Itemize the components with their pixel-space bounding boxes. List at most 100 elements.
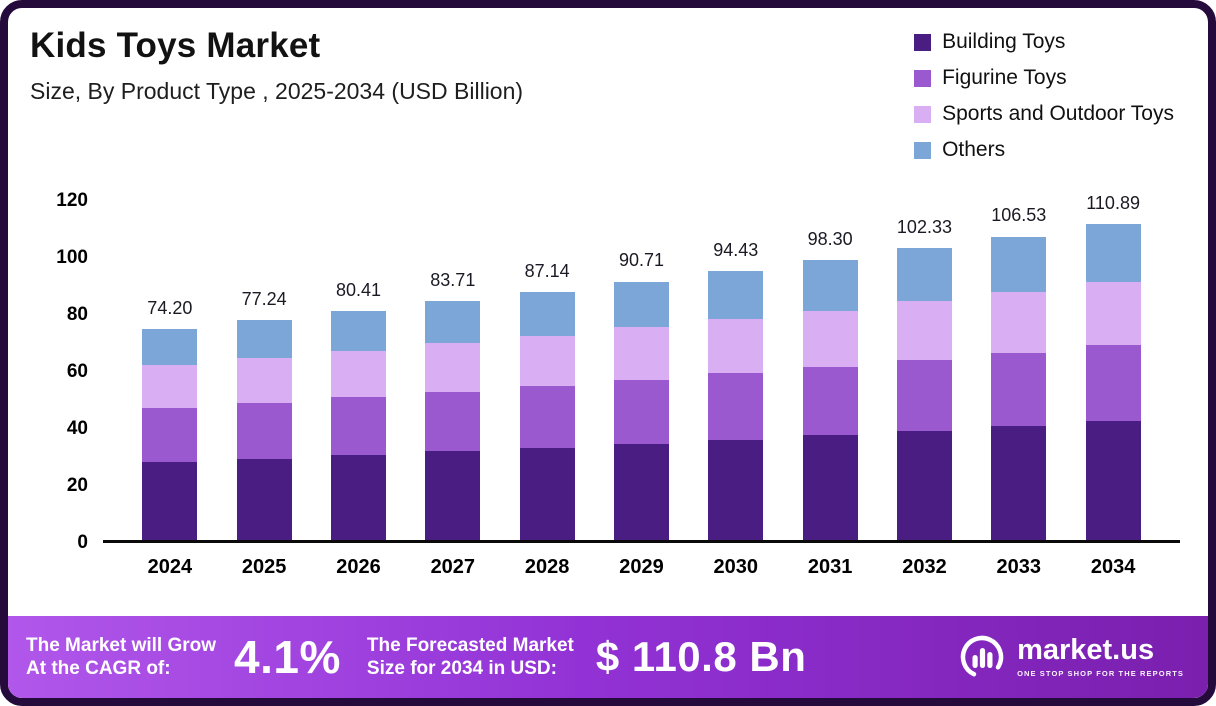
y-axis-tick-label: 60	[66, 361, 88, 382]
bar-segment	[519, 447, 575, 540]
bar-segment	[896, 301, 952, 360]
bar-segment	[142, 408, 198, 462]
market-us-logo: market.us ONE STOP SHOP FOR THE REPORTS	[957, 634, 1190, 680]
chart-header: Kids Toys Market Size, By Product Type ,…	[30, 26, 523, 105]
bar-column-2032: 102.33 2032	[896, 198, 952, 578]
y-axis-tick-label: 100	[56, 247, 88, 268]
bar-segment	[236, 402, 292, 459]
bar-total-label: 83.71	[430, 270, 476, 291]
bar-segment	[142, 461, 198, 540]
bar-segment	[1085, 345, 1141, 421]
bar-segment	[425, 301, 481, 344]
x-axis-tick-label: 2033	[996, 556, 1042, 578]
x-axis-tick-label: 2024	[147, 556, 193, 578]
legend-item: Building Toys	[914, 30, 1174, 54]
legend-label: Building Toys	[942, 30, 1066, 53]
bar-total-label: 80.41	[335, 279, 382, 300]
bar-segment	[1085, 282, 1141, 346]
y-axis-tick-label: 120	[56, 190, 88, 211]
bar-segment	[1085, 223, 1141, 283]
chart-subtitle: Size, By Product Type , 2025-2034 (USD B…	[30, 78, 524, 104]
bar-segment	[896, 430, 952, 540]
legend-item: Figurine Toys	[914, 66, 1174, 90]
bar-segment	[802, 435, 858, 540]
y-axis-tick-label: 20	[66, 475, 88, 496]
legend-label: Figurine Toys	[942, 66, 1067, 89]
bar-segment	[802, 366, 858, 436]
bar-segment	[236, 320, 292, 358]
cagr-label: The Market will Grow At the CAGR of:	[26, 634, 217, 679]
forecast-value: $ 110.8 Bn	[595, 633, 807, 680]
brand-tagline: ONE STOP SHOP FOR THE REPORTS	[1017, 669, 1184, 678]
bar-total-label: 74.20	[147, 297, 193, 318]
bar-segment	[991, 352, 1047, 427]
bar-segment	[519, 335, 575, 386]
bar-column-2028: 87.14 2028	[519, 198, 575, 578]
bar-segment	[236, 458, 292, 540]
legend-swatch	[914, 141, 932, 159]
bar-segment	[425, 343, 481, 392]
y-axis: 0 20 40 60 80 100 120	[36, 191, 88, 552]
bar-total-label: 98.30	[807, 228, 853, 249]
brand-text-block: market.us ONE STOP SHOP FOR THE REPORTS	[1017, 634, 1184, 679]
bar-segment	[142, 328, 198, 366]
bar-segment	[708, 439, 764, 540]
bar-total-label: 87.14	[524, 260, 570, 281]
bar-column-2034: 110.89 2034	[1085, 193, 1141, 578]
bar-segment	[330, 350, 386, 398]
legend-label: Sports and Outdoor Toys	[942, 102, 1174, 125]
bar-segment	[142, 365, 198, 409]
x-axis-tick-label: 2031	[807, 556, 853, 578]
bar-segment	[519, 291, 575, 336]
forecast-label: The Forecasted Market Size for 2034 in U…	[366, 634, 574, 679]
bar-segment	[802, 310, 858, 367]
bar-column-2031: 98.30 2031	[802, 198, 858, 578]
bar-segment	[1085, 420, 1141, 540]
bar-segment	[708, 373, 764, 440]
x-axis-tick-label: 2029	[619, 556, 664, 578]
x-axis-tick-label: 2034	[1090, 556, 1136, 578]
bar-column-2030: 94.43 2030	[708, 198, 764, 578]
bar-segment	[896, 248, 952, 302]
plot-area: 74.20 2024 77.24 2025 80.41 2026 83.71 2027 87.1…	[103, 193, 1180, 578]
bar-total-label: 77.24	[241, 288, 287, 309]
bar-segment	[708, 319, 764, 374]
bar-column-2026: 80.41 2026	[330, 198, 386, 578]
bar-segment	[330, 310, 386, 351]
footer-banner: The Market will Grow At the CAGR of: 4.1…	[8, 616, 1208, 698]
legend-item: Sports and Outdoor Toys	[914, 102, 1174, 126]
bar-column-2027: 83.71 2027	[425, 198, 481, 578]
bar-segment	[613, 327, 669, 380]
x-axis-tick-label: 2028	[524, 556, 570, 578]
bar-segment	[613, 379, 669, 444]
x-axis-tick-label: 2032	[902, 556, 947, 578]
x-axis-tick-label: 2027	[430, 556, 476, 578]
bar-segment	[896, 359, 952, 431]
bar-total-label: 106.53	[991, 205, 1047, 226]
y-axis-tick-label: 40	[66, 418, 88, 439]
bar-segment	[991, 292, 1047, 353]
y-axis-tick-label: 80	[66, 304, 88, 325]
x-axis-tick-label: 2026	[336, 556, 381, 578]
bar-total-label: 102.33	[896, 217, 952, 238]
y-axis-tick-label: 0	[77, 532, 88, 553]
bar-column-2024: 74.20 2024	[142, 198, 198, 578]
market-us-logo-icon	[960, 635, 1004, 679]
bar-segment	[802, 259, 858, 311]
bar-segment	[613, 281, 669, 328]
bar-segment	[613, 443, 669, 540]
bar-segment	[425, 391, 481, 452]
brand-name: market.us	[1017, 634, 1155, 666]
bar-segment	[236, 357, 292, 403]
page-title: Kids Toys Market	[30, 26, 321, 65]
bar-column-2033: 106.53 2033	[991, 198, 1047, 578]
x-axis-tick-label: 2030	[713, 556, 759, 578]
bar-total-label: 94.43	[713, 239, 759, 260]
bar-segment	[330, 455, 386, 540]
bar-segment	[991, 426, 1047, 540]
bar-column-2025: 77.24 2025	[236, 198, 292, 578]
bar-column-2029: 90.71 2029	[613, 198, 669, 578]
legend-item: Others	[914, 138, 1174, 162]
bar-segment	[519, 385, 575, 448]
